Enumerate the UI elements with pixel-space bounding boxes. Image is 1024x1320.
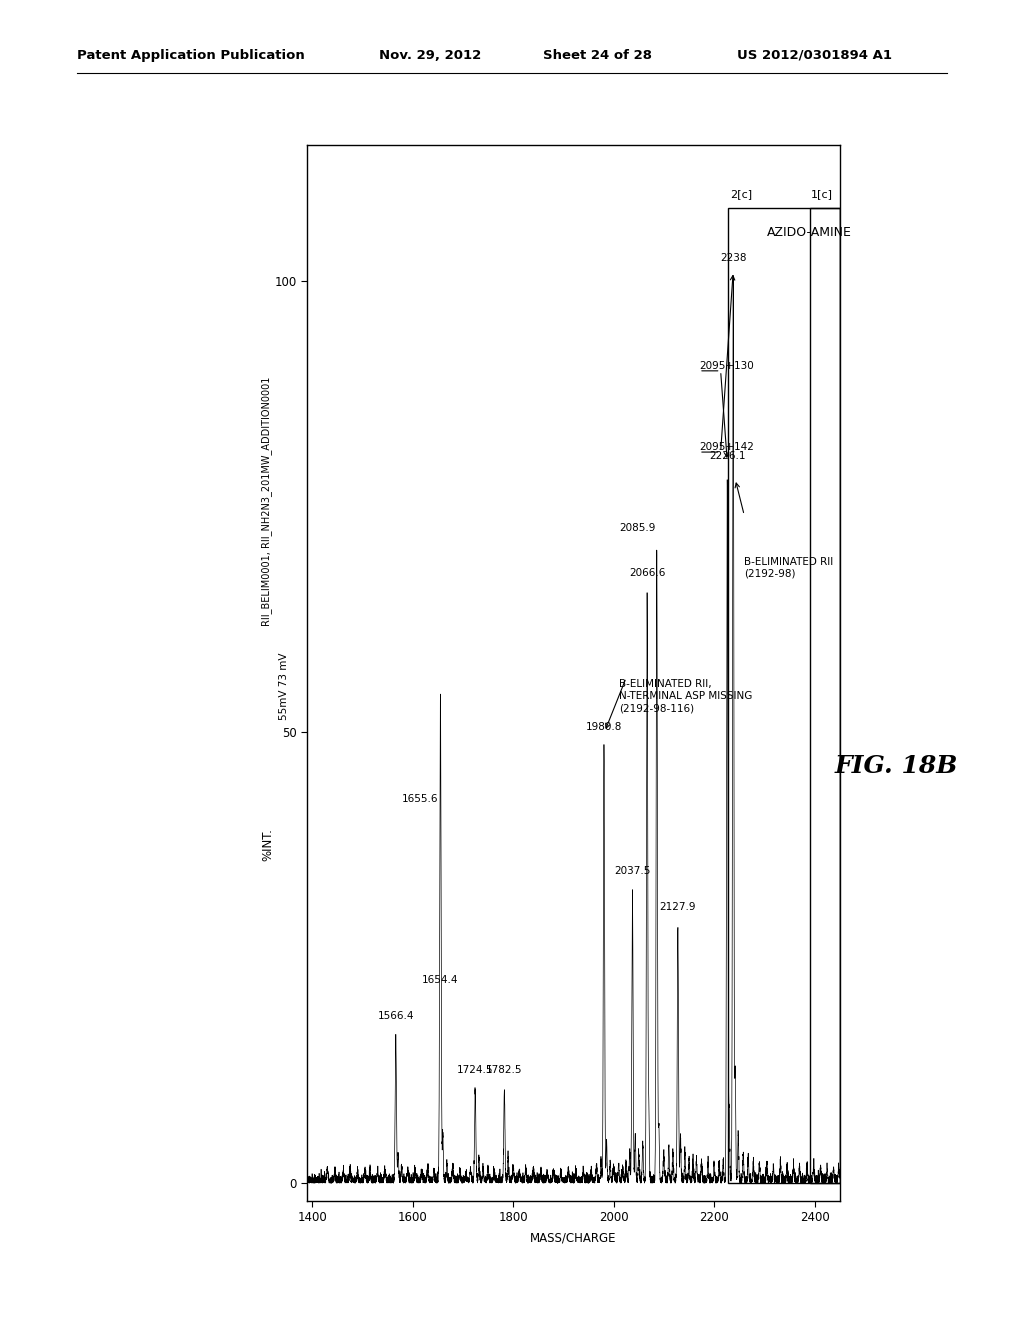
Text: Patent Application Publication: Patent Application Publication <box>77 49 304 62</box>
Text: 2127.9: 2127.9 <box>659 903 696 912</box>
Text: AZIDO-AMINE: AZIDO-AMINE <box>767 227 852 239</box>
Text: 2238: 2238 <box>720 252 746 263</box>
Text: %INT.: %INT. <box>261 829 274 861</box>
Bar <box>728 209 840 1183</box>
Text: 2226.1: 2226.1 <box>709 451 745 461</box>
Text: B-ELIMINATED RII
(2192-98): B-ELIMINATED RII (2192-98) <box>744 557 834 578</box>
Text: 1655.6: 1655.6 <box>402 795 438 804</box>
Text: 1654.4: 1654.4 <box>422 974 459 985</box>
Text: 1724.5: 1724.5 <box>457 1065 494 1074</box>
Text: 1566.4: 1566.4 <box>378 1011 414 1020</box>
Text: 2037.5: 2037.5 <box>614 866 650 876</box>
Text: Nov. 29, 2012: Nov. 29, 2012 <box>379 49 481 62</box>
Text: 2095+142: 2095+142 <box>699 442 754 451</box>
Text: 2066.6: 2066.6 <box>629 569 666 578</box>
Text: 1782.5: 1782.5 <box>486 1065 522 1074</box>
Text: 2095+130: 2095+130 <box>699 360 754 371</box>
Text: 1980.8: 1980.8 <box>586 722 623 731</box>
Text: US 2012/0301894 A1: US 2012/0301894 A1 <box>737 49 892 62</box>
Text: FIG. 18B: FIG. 18B <box>835 754 957 777</box>
Text: Sheet 24 of 28: Sheet 24 of 28 <box>543 49 651 62</box>
Text: 1[c]: 1[c] <box>811 189 834 199</box>
Bar <box>810 209 840 1183</box>
Text: MASS/CHARGE: MASS/CHARGE <box>530 1232 616 1245</box>
Text: B-ELIMINATED RII,
N-TERMINAL ASP MISSING
(2192-98-116): B-ELIMINATED RII, N-TERMINAL ASP MISSING… <box>618 678 752 714</box>
Text: 2[c]: 2[c] <box>730 189 752 199</box>
Text: RII_BELIM0001, RII_NH2N3_201MW_ADDITION0001: RII_BELIM0001, RII_NH2N3_201MW_ADDITION0… <box>261 378 272 626</box>
Text: 55mV 73 mV: 55mV 73 mV <box>279 652 289 721</box>
Text: 2085.9: 2085.9 <box>618 523 655 533</box>
